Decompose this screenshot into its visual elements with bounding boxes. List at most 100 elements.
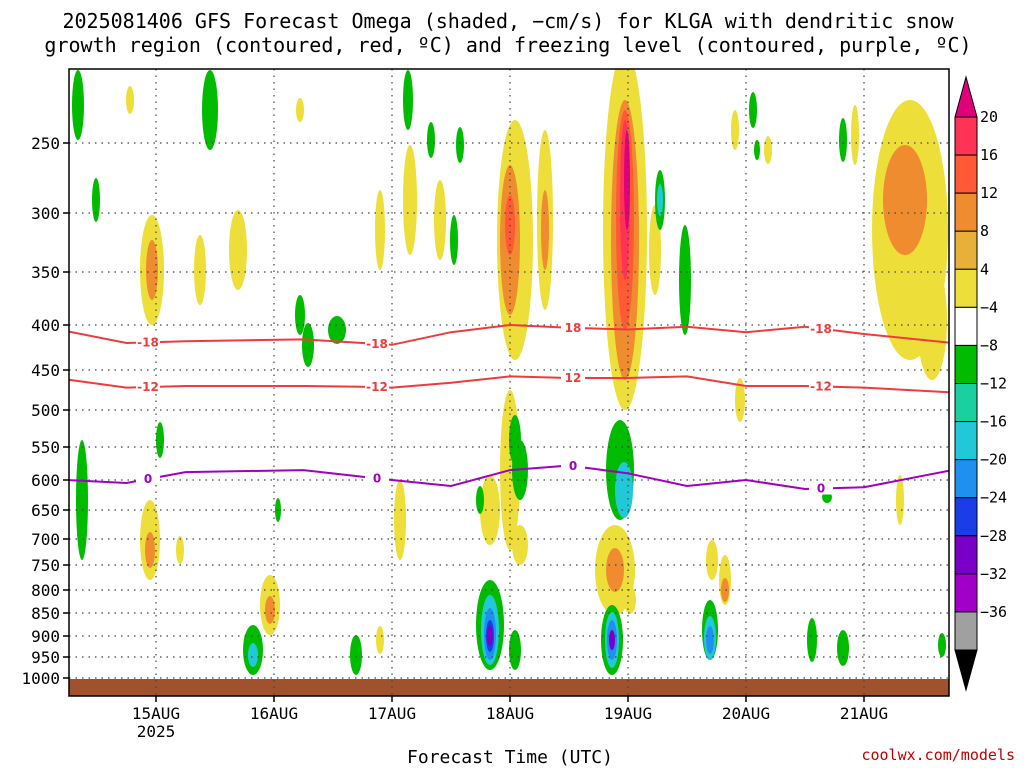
contour-label: 12 [565, 371, 582, 385]
contour-label: -18 [137, 335, 159, 349]
x-tick-label: 21AUG [840, 704, 888, 723]
omega-shade-patch [512, 525, 528, 565]
omega-shade-patch [883, 145, 927, 255]
omega-shade-patch [615, 462, 633, 518]
y-tick-label: 700 [31, 530, 60, 549]
omega-shade-patch [749, 92, 757, 128]
omega-shade-patch [624, 586, 636, 614]
x-tick-label: 18AUG [486, 704, 534, 723]
plot-frame [68, 68, 950, 697]
omega-shade-patch [156, 422, 164, 458]
contour-label-bg [561, 320, 585, 334]
contour-label-bg [136, 335, 160, 349]
colorbar-tick-label: 16 [980, 146, 998, 164]
y-tick-label: 950 [31, 648, 60, 667]
contour-label-bg [136, 380, 160, 394]
colorbar-swatch [954, 154, 978, 194]
colorbar-tick-label: 20 [980, 108, 998, 126]
x-tick-label: 19AUG [604, 704, 652, 723]
omega-shade-patch [837, 630, 849, 666]
colorbar-tick-label: −16 [980, 413, 1007, 431]
omega-shade-patch [146, 240, 158, 300]
colorbar-tick-label: −32 [980, 565, 1007, 583]
contour-label: 18 [565, 321, 582, 335]
y-tick-label: 350 [31, 263, 60, 282]
omega-shade-patch [480, 475, 500, 545]
omega-shade-patch [657, 184, 663, 216]
omega-shade-patch [296, 98, 304, 122]
contour-label-bg [136, 472, 160, 486]
x-axis-ticks: 15AUG 16AUG 17AUG 18AUG 19AUG 20AUG 21AUG [132, 696, 888, 723]
colorbar-tick-label: −4 [980, 298, 998, 316]
omega-shade-patch [754, 140, 760, 160]
y-tick-label: 900 [31, 627, 60, 646]
omega-shade-patch [541, 190, 549, 270]
colorbar-tick-label: −8 [980, 336, 998, 354]
omega-shade-patch [450, 215, 458, 265]
x-axis-label: Forecast Time (UTC) [407, 747, 613, 768]
omega-shade-patch [731, 110, 739, 150]
omega-shade-patch [328, 316, 346, 344]
omega-shade-patch [706, 626, 714, 654]
omega-shade-patch [295, 295, 305, 335]
chart-title-line-1: 2025081406 GFS Forecast Omega (shaded, −… [62, 9, 954, 33]
contour-label: 0 [373, 471, 381, 485]
omega-shade-patch [609, 630, 615, 650]
contour-label-bg [365, 380, 389, 394]
colorbar-swatch [954, 192, 978, 232]
ground-surface-bar [69, 679, 949, 696]
x-tick-label: 15AUG [132, 704, 180, 723]
y-tick-label: 750 [31, 556, 60, 575]
colorbar-bottom-arrow [954, 649, 978, 692]
y-tick-label: 800 [31, 581, 60, 600]
chart-title-line-2: growth region (contoured, red, ºC) and f… [44, 33, 971, 57]
y-tick-label: 650 [31, 501, 60, 520]
colorbar-tick-label: −12 [980, 375, 1007, 393]
contour-label-bg [561, 459, 585, 473]
y-tick-label: 550 [31, 438, 60, 457]
omega-shade-patch [624, 130, 630, 230]
colorbar-tick-label: −24 [980, 489, 1007, 507]
colorbar-swatch [954, 535, 978, 575]
omega-shade-patch [706, 540, 718, 580]
y-tick-label: 400 [31, 316, 60, 335]
omega-shade-patch [487, 626, 493, 646]
colorbar-swatch [954, 116, 978, 156]
y-tick-label: 250 [31, 134, 60, 153]
contour-label-bg [809, 481, 833, 495]
colorbar-swatch [954, 497, 978, 537]
contour-label: 0 [144, 472, 152, 486]
omega-shade-patch [145, 532, 155, 568]
omega-shade-patch [851, 105, 859, 165]
y-tick-label: 850 [31, 604, 60, 623]
omega-shade-patch [194, 235, 206, 305]
y-tick-label: 600 [31, 471, 60, 490]
omega-shade-patch [917, 260, 947, 380]
omega-shade-patch [403, 70, 413, 130]
contour-label: -12 [810, 379, 832, 393]
omega-shade-patch [649, 205, 661, 295]
omega-shade-patch [427, 122, 435, 158]
omega-shade-patch [735, 378, 745, 422]
omega-shade-patch [764, 136, 772, 164]
colorbar-tick-label: −20 [980, 451, 1007, 469]
omega-shade-patch [456, 127, 464, 163]
contour-label-bg [365, 471, 389, 485]
x-tick-label: 20AUG [722, 704, 770, 723]
contour-label: 0 [569, 459, 577, 473]
site-credit: coolwx.com/models [861, 746, 1015, 764]
omega-shade-patch [76, 440, 88, 560]
colorbar: 20 16 12 8 4 −4 −8 −12 −16 −20 −24 −28 −32 −36 [954, 75, 1007, 692]
omega-shade-patch [229, 210, 247, 290]
omega-shade-patch [302, 323, 314, 367]
omega-shade-patch [807, 618, 817, 662]
y-tick-label: 450 [31, 361, 60, 380]
omega-shading [72, 69, 948, 675]
colorbar-swatch [954, 573, 978, 613]
omega-shade-patch [376, 626, 384, 654]
colorbar-tick-label: 8 [980, 222, 989, 240]
colorbar-tick-label: 12 [980, 184, 998, 202]
omega-shade-patch [721, 578, 729, 602]
contour-label: 0 [817, 482, 825, 496]
contour-label-bg [365, 336, 389, 350]
